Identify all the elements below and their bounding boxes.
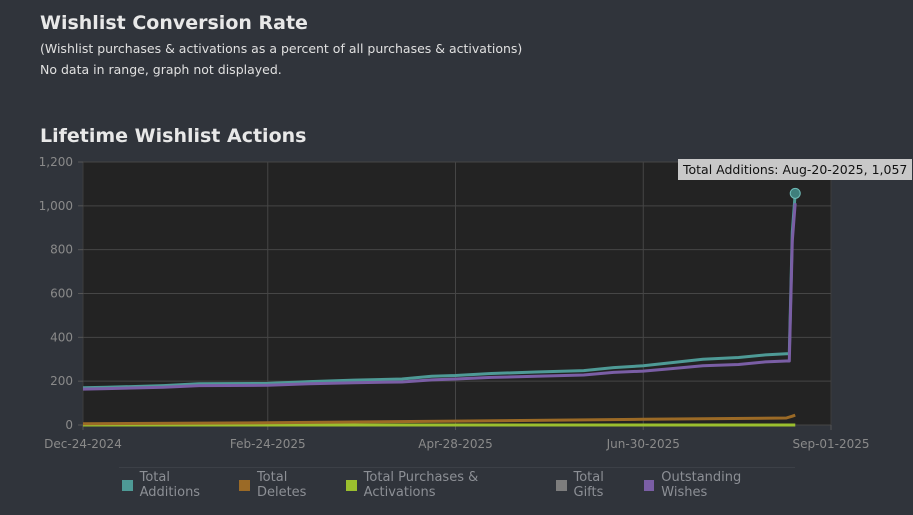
x-tick-label: Dec-24-2024 <box>44 437 122 451</box>
legend-label: Total Deletes <box>256 470 307 500</box>
chart-tooltip: Total Additions: Aug-20-2025, 1,057 <box>678 159 913 180</box>
y-tick-label: 800 <box>50 243 73 257</box>
legend-label: Total Purchases & Activations <box>363 470 479 500</box>
chart-legend: Total Additions Total Deletes Total Purc… <box>119 467 795 500</box>
y-tick-label: 1,200 <box>39 155 73 169</box>
legend-item-outstanding-wishes[interactable]: Outstanding Wishes <box>643 470 787 500</box>
no-data-message: No data in range, graph not displayed. <box>40 62 282 77</box>
x-tick-label: Jun-30-2025 <box>606 437 680 451</box>
series-line-total-deletes <box>82 413 796 426</box>
legend-swatch <box>239 479 250 491</box>
highlighted-data-point <box>789 187 801 199</box>
legend-item-total-deletes[interactable]: Total Deletes <box>239 470 338 500</box>
legend-swatch <box>643 479 655 491</box>
y-tick-label: 0 <box>65 418 73 432</box>
y-tick-label: 1,000 <box>39 199 73 213</box>
legend-item-total-purchases[interactable]: Total Purchases & Activations <box>346 470 548 500</box>
conversion-rate-subtitle: (Wishlist purchases & activations as a p… <box>40 41 523 56</box>
x-tick-label: Sep-01-2025 <box>792 437 869 451</box>
conversion-rate-title: Wishlist Conversion Rate <box>40 12 308 34</box>
legend-swatch <box>346 479 357 491</box>
y-tick-label: 400 <box>50 330 73 344</box>
x-tick-label: Apr-28-2025 <box>418 437 492 451</box>
x-tick-label: Feb-24-2025 <box>230 437 306 451</box>
y-tick-label: 600 <box>50 287 73 301</box>
y-tick-label: 200 <box>50 374 73 388</box>
legend-label: Outstanding Wishes <box>661 470 742 500</box>
legend-swatch <box>122 479 133 491</box>
series-line-total-additions <box>82 193 797 390</box>
legend-item-total-gifts[interactable]: Total Gifts <box>555 470 636 500</box>
legend-swatch <box>555 479 567 491</box>
legend-item-total-additions[interactable]: Total Additions <box>122 470 231 500</box>
lifetime-actions-title: Lifetime Wishlist Actions <box>40 125 307 147</box>
legend-label: Total Gifts <box>573 470 604 500</box>
series-line-outstanding-wishes <box>82 203 797 391</box>
legend-label: Total Additions <box>139 470 201 500</box>
